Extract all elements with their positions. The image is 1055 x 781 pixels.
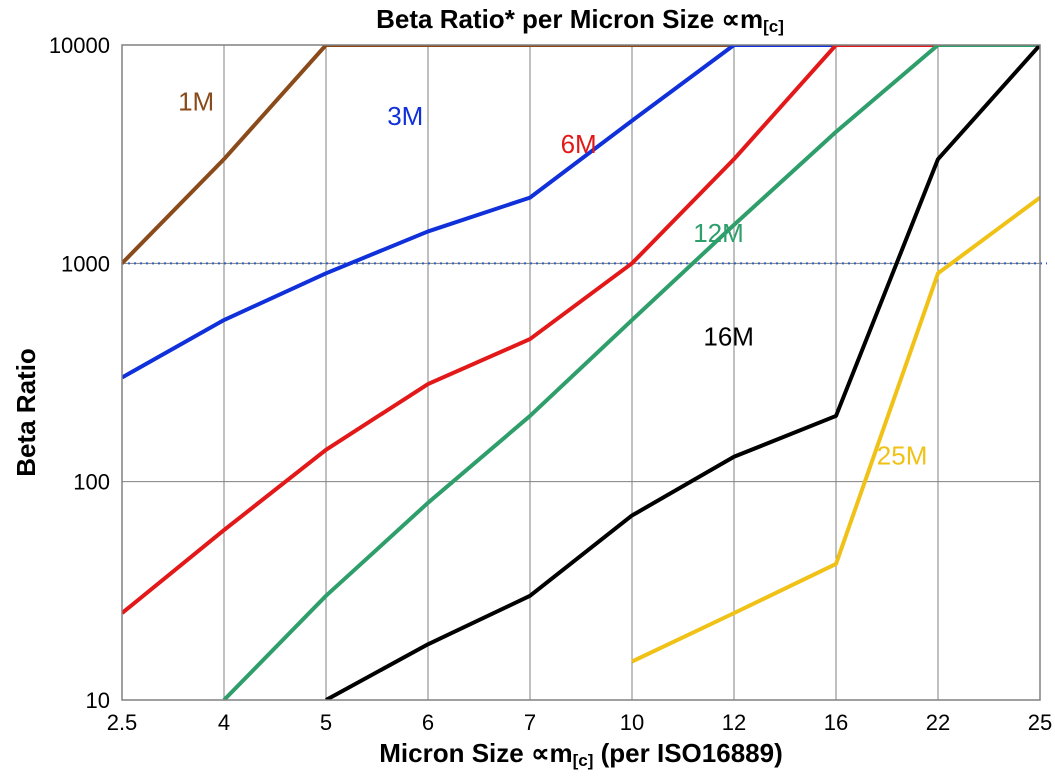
series-label-6M: 6M xyxy=(561,129,597,159)
series-label-3M: 3M xyxy=(387,101,423,131)
series-label-1M: 1M xyxy=(178,87,214,117)
x-tick-label: 2.5 xyxy=(107,710,138,735)
chart-svg: 2.5 4 5 6 7 10 12 16 22 25 10 100 1000 10000 Beta Rati… xyxy=(0,0,1055,781)
x-tick-label: 12 xyxy=(722,710,746,735)
x-tick-label: 10 xyxy=(620,710,644,735)
y-tick-label: 10 xyxy=(86,688,110,713)
x-tick-label: 4 xyxy=(218,710,230,735)
y-tick-label: 100 xyxy=(73,470,110,495)
series-label-16M: 16M xyxy=(703,322,754,352)
y-tick-label: 1000 xyxy=(61,251,110,276)
x-tick-label: 7 xyxy=(524,710,536,735)
x-tick-label: 22 xyxy=(926,710,950,735)
series-label-25M: 25M xyxy=(877,440,928,470)
series-label-12M: 12M xyxy=(693,218,744,248)
y-tick-label: 10000 xyxy=(49,33,110,58)
x-tick-label: 25 xyxy=(1028,710,1052,735)
x-tick-label: 16 xyxy=(824,710,848,735)
y-axis-label: Beta Ratio xyxy=(11,348,41,477)
chart-title: Beta Ratio* per Micron Size ∝m[c] xyxy=(376,4,784,36)
beta-ratio-chart: 2.5 4 5 6 7 10 12 16 22 25 10 100 1000 10000 Beta Rati… xyxy=(0,0,1055,781)
x-tick-label: 6 xyxy=(422,710,434,735)
x-tick-label: 5 xyxy=(320,710,332,735)
